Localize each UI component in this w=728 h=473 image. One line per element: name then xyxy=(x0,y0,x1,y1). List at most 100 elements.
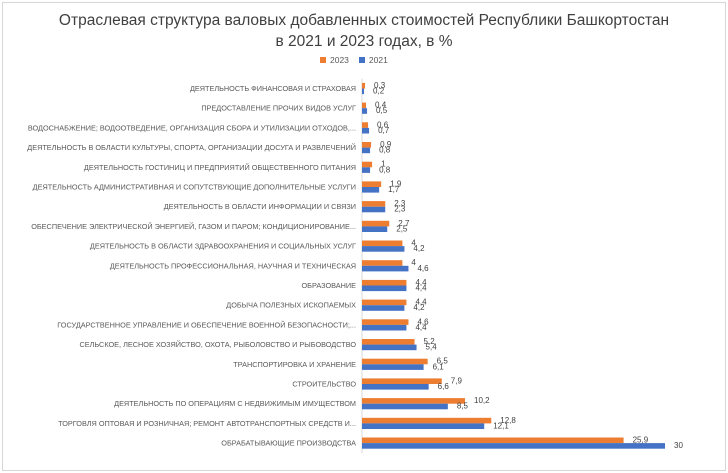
category-label: СЕЛЬСКОЕ, ЛЕСНОЕ ХОЗЯЙСТВО, ОХОТА, РЫБОЛ… xyxy=(80,340,357,349)
legend-label-2023: 2023 xyxy=(330,55,349,65)
bar-2023 xyxy=(362,220,390,227)
category-label: ДЕЯТЕЛЬНОСТЬ ПО ОПЕРАЦИЯМ С НЕДВИЖИМЫМ И… xyxy=(114,399,356,408)
data-label-2023: 2,7 xyxy=(398,219,410,228)
category-label: ВОДОСНАБЖЕНИЕ; ВОДООТВЕДЕНИЕ, ОРГАНИЗАЦИ… xyxy=(28,123,356,132)
bar-2023 xyxy=(362,181,382,187)
category-label: ТОРГОВЛЯ ОПТОВАЯ И РОЗНИЧНАЯ; РЕМОНТ АВТ… xyxy=(58,419,356,428)
bar-2023 xyxy=(362,102,367,109)
bar-2023 xyxy=(362,240,403,247)
bar-2021 xyxy=(362,305,405,311)
bar-2021 xyxy=(362,167,371,173)
category-label: ОБРАЗОВАНИЕ xyxy=(301,281,356,290)
data-label-2023: 4,6 xyxy=(417,317,429,326)
data-label-2021: 5,4 xyxy=(426,343,438,352)
bar-2021 xyxy=(362,423,485,429)
legend-swatch-2021 xyxy=(358,57,365,63)
bar-2021 xyxy=(362,324,407,331)
data-label-2021: 12,1 xyxy=(493,421,509,430)
bar-2023 xyxy=(362,339,415,345)
data-label-2021: 1,7 xyxy=(388,185,400,194)
bar-2023 xyxy=(362,260,403,266)
data-label-2021: 0,2 xyxy=(373,87,385,96)
bar-2021 xyxy=(362,265,409,272)
bar-2023 xyxy=(362,82,366,89)
bar-2023 xyxy=(362,161,373,168)
category-label: ДЕЯТЕЛЬНОСТЬ В ОБЛАСТИ КУЛЬТУРЫ, СПОРТА,… xyxy=(27,143,356,152)
data-label-2021: 4,4 xyxy=(415,284,427,293)
data-label-2023: 12,8 xyxy=(500,416,516,425)
category-label: СТРОИТЕЛЬСТВО xyxy=(292,380,356,389)
data-label-2021: 30 xyxy=(674,441,683,450)
bar-2023 xyxy=(362,279,407,286)
data-label-2023: 2,3 xyxy=(394,199,406,208)
legend-item-2021: 2021 xyxy=(358,55,388,65)
data-label-2021: 4,2 xyxy=(413,303,425,312)
data-label-2021: 6,6 xyxy=(438,382,450,391)
bar-2021 xyxy=(362,187,380,193)
bar-2021 xyxy=(362,147,371,154)
legend-swatch-2023 xyxy=(320,57,326,63)
data-label-2021: 2,5 xyxy=(396,224,408,233)
bar-2023 xyxy=(362,417,492,424)
category-label: ДЕЯТЕЛЬНОСТЬ В ОБЛАСТИ ЗДРАВООХРАНЕНИЯ И… xyxy=(90,242,356,251)
bar-2021 xyxy=(362,108,368,114)
category-label: ДЕЯТЕЛЬНОСТЬ АДМИНИСТРАТИВНАЯ И СОПУТСТВ… xyxy=(33,183,356,192)
bar-2021 xyxy=(362,206,386,213)
category-label: ДЕЯТЕЛЬНОСТЬ ГОСТИНИЦ И ПРЕДПРИЯТИЙ ОБЩЕ… xyxy=(84,163,356,172)
bar-2023 xyxy=(362,201,386,207)
category-label: ДОБЫЧА ПОЛЕЗНЫХ ИСКОПАЕМЫХ xyxy=(226,301,356,310)
data-label-2023: 5,2 xyxy=(424,337,436,346)
data-label-2023: 25,9 xyxy=(633,436,649,445)
data-label-2021: 4,2 xyxy=(413,244,425,253)
data-label-2021: 2,3 xyxy=(394,205,406,214)
data-label-2023: 0,9 xyxy=(380,140,392,149)
data-label-2023: 0,3 xyxy=(374,81,386,90)
data-label-2021: 4,6 xyxy=(417,264,429,273)
data-label-2023: 7,9 xyxy=(451,376,463,385)
category-label: ГОСУДАРСТВЕННОЕ УПРАВЛЕНИЕ И ОБЕСПЕЧЕНИЕ… xyxy=(57,320,356,329)
chart-title-line-2: в 2021 и 2023 годах, в % xyxy=(275,33,453,50)
bar-2023 xyxy=(362,398,466,404)
category-label: ОБЕСПЕЧЕНИЕ ЭЛЕКТРИЧЕСКОЙ ЭНЕРГИЕЙ, ГАЗО… xyxy=(31,222,356,231)
bar-2021 xyxy=(362,384,429,390)
bar-2023 xyxy=(362,378,442,384)
bar-2023 xyxy=(362,437,624,444)
data-label-2021: 4,4 xyxy=(415,323,427,332)
data-label-2021: 0,8 xyxy=(379,146,391,155)
data-label-2021: 6,1 xyxy=(433,362,445,371)
data-label-2021: 8,5 xyxy=(457,402,469,411)
bar-2021 xyxy=(362,344,417,351)
chart-title: Отраслевая структура валовых добавленных… xyxy=(0,10,728,52)
data-label-2023: 1,9 xyxy=(390,179,402,188)
data-label-2021: 0,8 xyxy=(379,165,391,174)
bar-2023 xyxy=(362,299,407,306)
category-label: ДЕЯТЕЛЬНОСТЬ ФИНАНСОВАЯ И СТРАХОВАЯ xyxy=(190,84,356,93)
bar-2023 xyxy=(362,142,372,148)
bar-2021 xyxy=(362,226,388,232)
data-label-2023: 1 xyxy=(381,160,386,169)
data-label-2023: 4 xyxy=(411,258,416,267)
data-label-2023: 0,4 xyxy=(375,101,387,110)
bar-2023 xyxy=(362,122,369,128)
category-label: ТРАНСПОРТИРОВКА И ХРАНЕНИЕ xyxy=(233,360,356,369)
bar-2021 xyxy=(362,285,407,292)
bar-2021 xyxy=(362,246,405,252)
chart-title-line-1: Отраслевая структура валовых добавленных… xyxy=(58,12,670,29)
data-label-2023: 10,2 xyxy=(474,396,490,405)
data-label-2021: 0,7 xyxy=(378,126,390,135)
category-label: ОБРАБАТЫВАЮЩИЕ ПРОИЗВОДСТВА xyxy=(221,439,356,448)
data-label-2021: 0,5 xyxy=(376,106,388,115)
category-label: ПРЕДОСТАВЛЕНИЕ ПРОЧИХ ВИДОВ УСЛУГ xyxy=(201,104,356,113)
bar-2023 xyxy=(362,358,428,365)
data-label-2023: 0,6 xyxy=(377,120,389,129)
category-label: ДЕЯТЕЛЬНОСТЬ В ОБЛАСТИ ИНФОРМАЦИИ И СВЯЗ… xyxy=(164,202,356,211)
legend-item-2023: 2023 xyxy=(320,55,349,65)
chart-legend: 2023 2021 xyxy=(320,54,398,66)
bar-2021 xyxy=(362,403,448,410)
category-label: ДЕЯТЕЛЬНОСТЬ ПРОФЕССИОНАЛЬНАЯ, НАУЧНАЯ И… xyxy=(110,261,356,270)
bar-2023 xyxy=(362,319,409,325)
data-label-2023: 4,4 xyxy=(415,298,427,307)
legend-label-2021: 2021 xyxy=(368,55,388,65)
bar-2021 xyxy=(362,443,665,449)
